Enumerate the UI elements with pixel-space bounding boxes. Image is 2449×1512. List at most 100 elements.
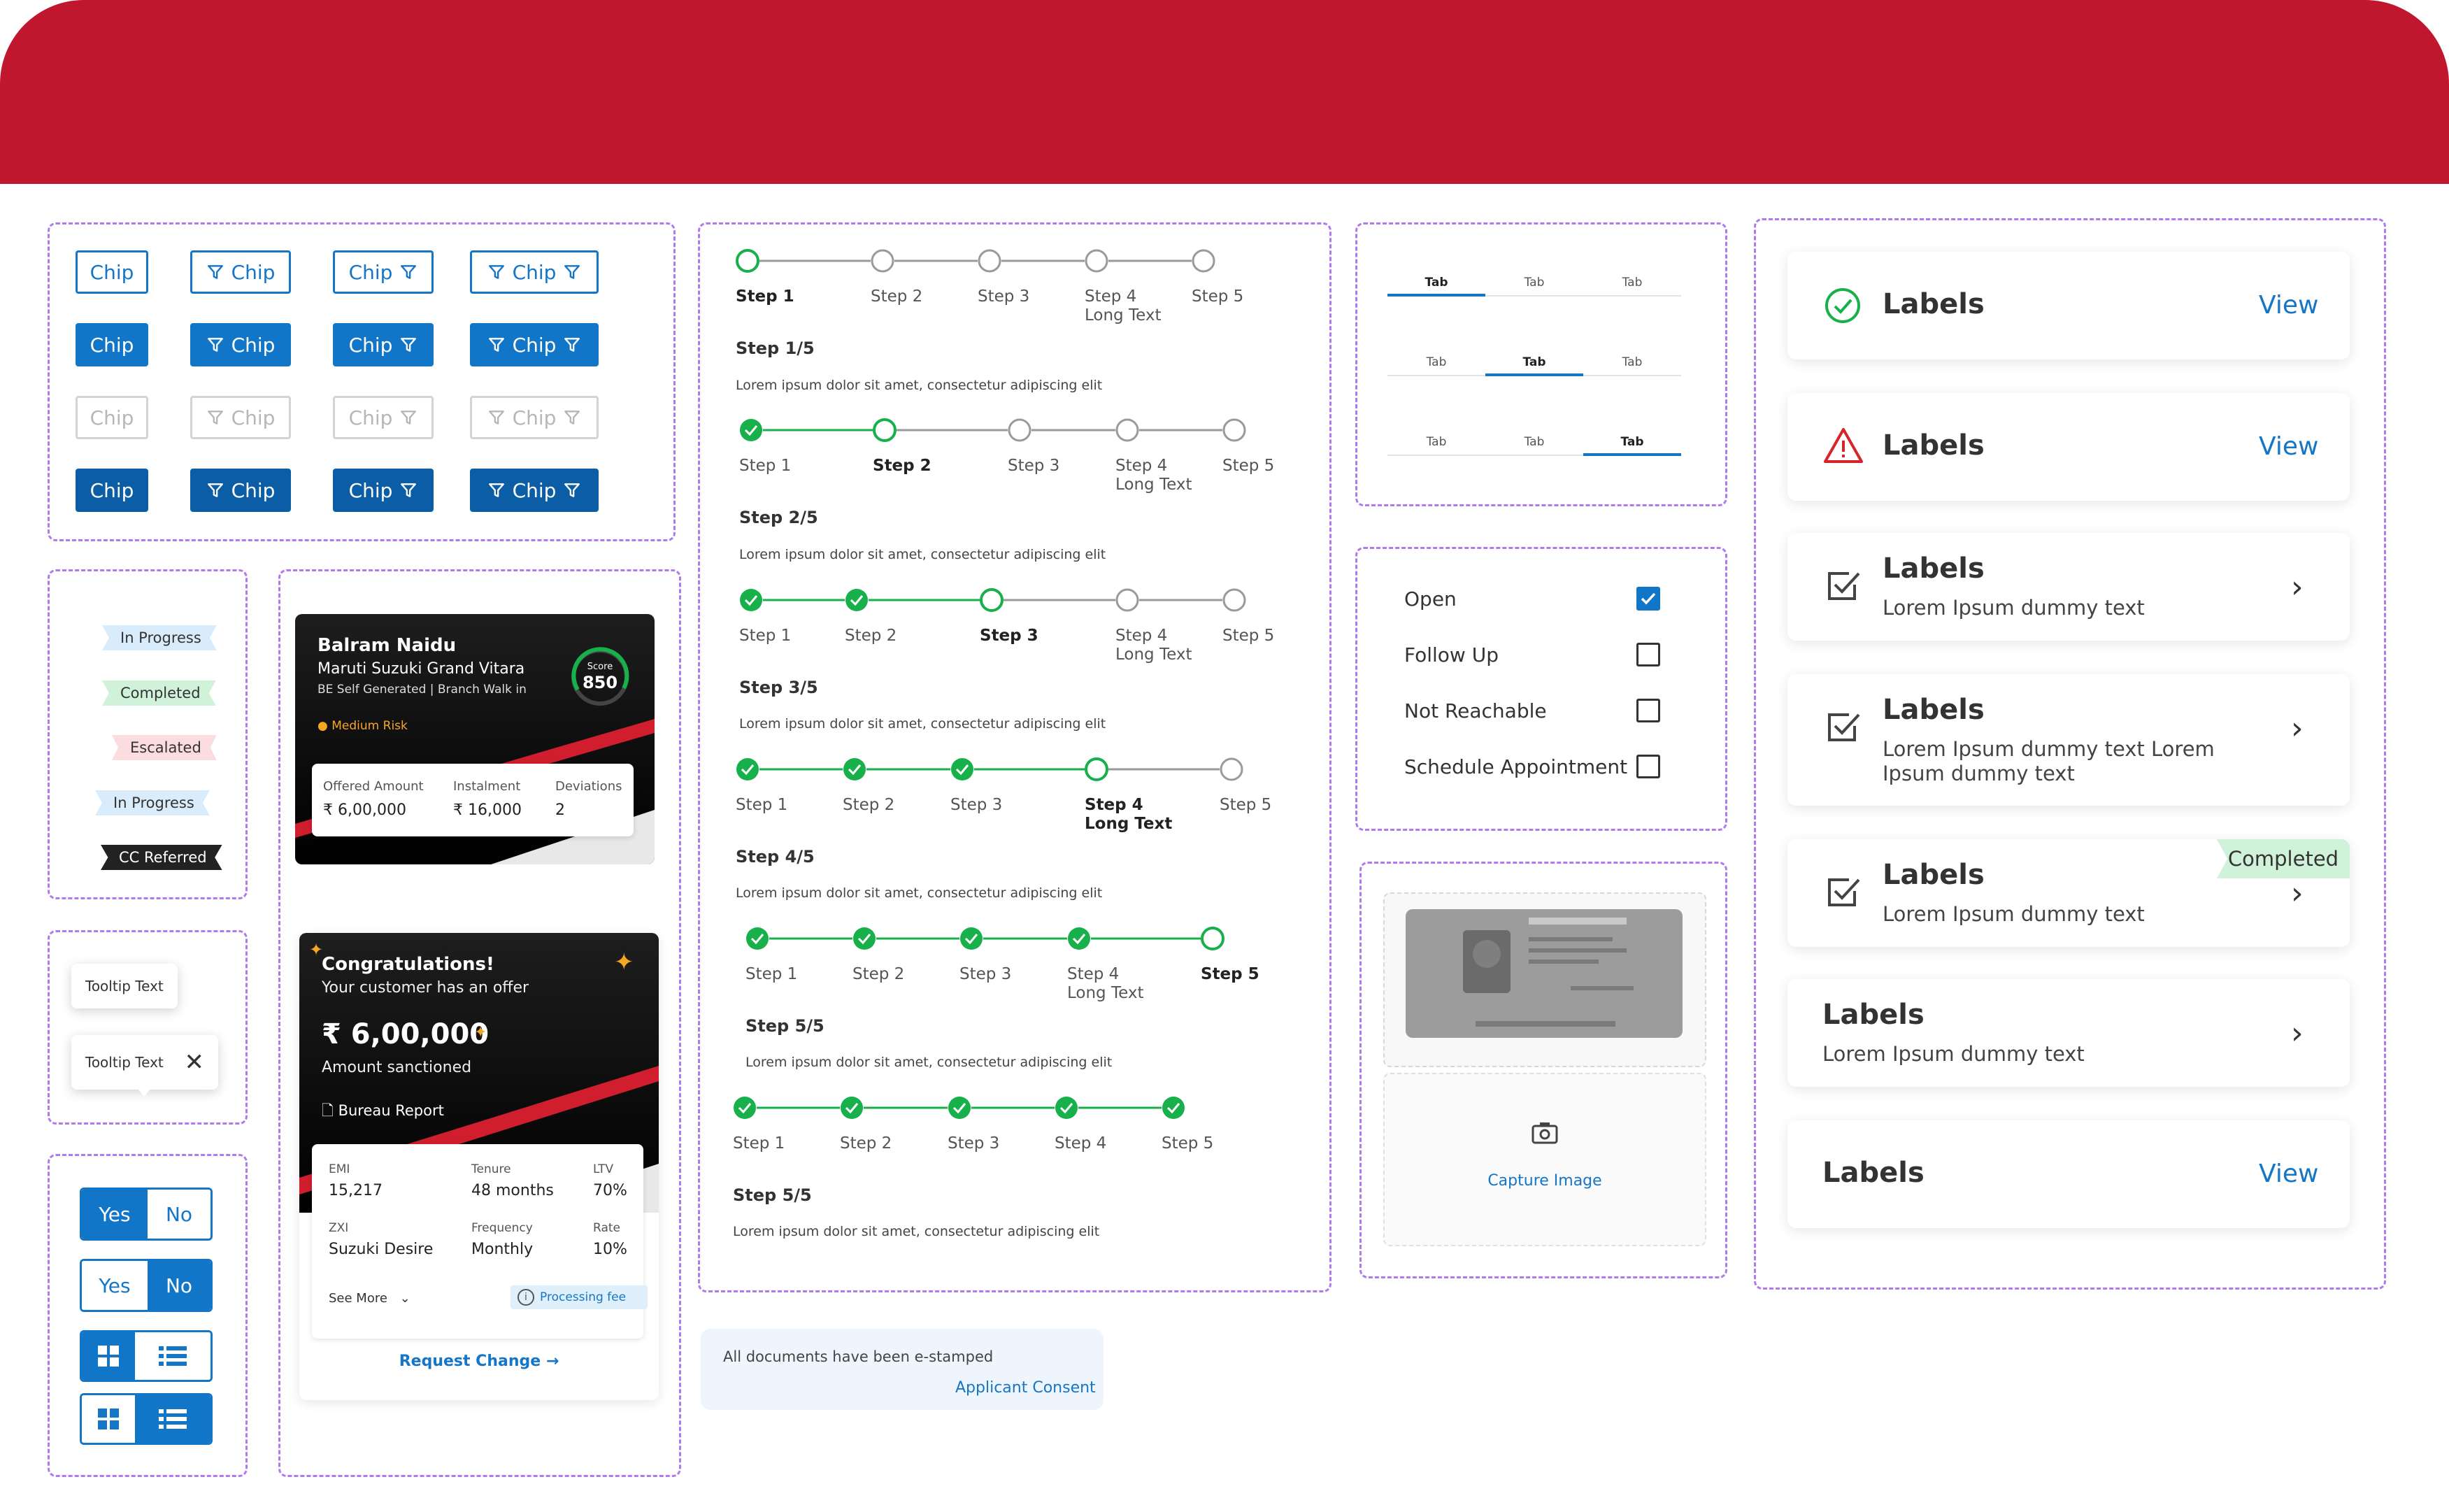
checkbox-checked-icon (1824, 873, 1863, 915)
checkbox[interactable] (1636, 699, 1660, 722)
chip-label: Chip (231, 478, 276, 502)
stepper-panel (698, 222, 1331, 1292)
chip-r2-c2[interactable]: Chip (190, 323, 291, 366)
view-link[interactable]: View (2259, 291, 2319, 320)
label-title: Labels (1822, 999, 1925, 1031)
chip-r4-c1[interactable]: Chip (76, 469, 148, 512)
filter-icon (207, 338, 223, 352)
label-card-checked[interactable]: Labels Lorem Ipsum dummy text › (1787, 533, 2350, 641)
tab-1[interactable]: Tab (1426, 355, 1447, 369)
checkmark-icon (1641, 592, 1656, 605)
tab-3[interactable]: Tab (1622, 276, 1643, 290)
chip-r1-c4[interactable]: Chip (470, 250, 599, 294)
info-icon: i (517, 1289, 534, 1306)
step-label-text: Step 1 (736, 796, 788, 814)
stepper-description: Lorem ipsum dolor sit amet, consectetur … (733, 1224, 1100, 1239)
lead-stat-value: ₹ 16,000 (453, 801, 522, 819)
label-card-plain[interactable]: Labels Lorem Ipsum dummy text › (1787, 979, 2350, 1087)
toggle-yes-option[interactable]: Yes (82, 1190, 148, 1239)
filter-icon (564, 265, 580, 279)
tab-indicator (1485, 373, 1583, 376)
filter-icon (401, 483, 417, 497)
captured-image-slot[interactable] (1383, 892, 1706, 1067)
tab-1[interactable]: Tab (1425, 276, 1448, 290)
chip-r2-c3[interactable]: Chip (333, 323, 434, 366)
grid-icon[interactable] (82, 1332, 135, 1380)
offer-detail-value: Suzuki Desire (329, 1241, 434, 1258)
chip-r1-c1[interactable]: Chip (76, 250, 148, 294)
tab-3[interactable]: Tab (1620, 435, 1644, 449)
score-gauge: Score 850 (569, 646, 631, 708)
step-label: Step 4 Long Text (1085, 287, 1162, 325)
stepper-description: Lorem ipsum dolor sit amet, consectetur … (736, 378, 1103, 393)
label-title: Labels (1883, 288, 1985, 320)
yes-no-toggle-no[interactable]: Yes No (80, 1259, 213, 1312)
toggle-no-option[interactable]: No (148, 1261, 210, 1310)
lead-card[interactable]: Balram Naidu Maruti Suzuki Grand Vitara … (295, 614, 655, 864)
label-title: Labels (1822, 1157, 1925, 1189)
step-label-text: Step 3 (978, 287, 1030, 306)
tab-2[interactable]: Tab (1524, 276, 1545, 290)
offer-detail-value: 15,217 (329, 1182, 383, 1199)
step-label-long: Long Text (1085, 815, 1173, 833)
request-change-button[interactable]: Request Change → (299, 1353, 659, 1370)
label-subtitle: Lorem Ipsum dummy text (1883, 596, 2145, 620)
step-label-long: Long Text (1115, 646, 1192, 664)
toggle-no-option[interactable]: No (148, 1190, 210, 1239)
chip-r1-c2[interactable]: Chip (190, 250, 291, 294)
view-link[interactable]: View (2259, 432, 2319, 461)
label-title: Labels (1883, 552, 1985, 585)
grid-icon[interactable] (82, 1395, 135, 1443)
toggle-yes-option[interactable]: Yes (82, 1261, 148, 1310)
chip-r2-c1[interactable]: Chip (76, 323, 148, 366)
label-subtitle: Lorem Ipsum dummy text (1883, 902, 2145, 926)
yes-no-toggle-yes[interactable]: Yes No (80, 1188, 213, 1241)
chip-label: Chip (348, 478, 393, 502)
chip-r4-c3[interactable]: Chip (333, 469, 434, 512)
view-link[interactable]: View (2259, 1160, 2319, 1188)
tab-1[interactable]: Tab (1426, 435, 1447, 449)
chip-r2-c4[interactable]: Chip (470, 323, 599, 366)
chip-r4-c4[interactable]: Chip (470, 469, 599, 512)
chevron-right-icon[interactable]: › (2291, 876, 2304, 911)
tab-2[interactable]: Tab (1524, 435, 1545, 449)
step-label-text: Step 4 (1115, 627, 1168, 645)
label-card-completed[interactable]: Labels Lorem Ipsum dummy text › Complete… (1787, 839, 2350, 947)
tab-3[interactable]: Tab (1622, 355, 1643, 369)
chevron-right-icon[interactable]: › (2291, 569, 2304, 605)
step-label-text: Step 3 (959, 965, 1012, 983)
applicant-consent-link[interactable]: Applicant Consent (955, 1379, 1096, 1397)
step-label-long: Long Text (1115, 476, 1192, 494)
processing-fee-badge[interactable]: i Processing fee (510, 1285, 648, 1309)
see-more-button[interactable]: See More ⌄ (329, 1291, 410, 1306)
view-toggle-grid[interactable] (80, 1330, 213, 1382)
label-card-success[interactable]: Labels View (1787, 252, 2350, 359)
chip-r1-c3[interactable]: Chip (333, 250, 434, 294)
offer-title: Congratulations! (322, 954, 494, 975)
checkbox[interactable] (1636, 643, 1660, 666)
chip-r3-c1: Chip (76, 396, 148, 439)
bureau-report-link[interactable]: 🗋 Bureau Report (322, 1101, 444, 1125)
tab-2[interactable]: Tab (1522, 355, 1546, 369)
label-card-warning[interactable]: Labels View (1787, 393, 2350, 501)
label-card-view[interactable]: Labels View (1787, 1120, 2350, 1228)
stepper-title: Step 3/5 (739, 678, 818, 697)
stepper-description: Lorem ipsum dolor sit amet, consectetur … (736, 885, 1103, 901)
chevron-right-icon[interactable]: › (2291, 1015, 2304, 1051)
checklist-label: Follow Up (1404, 643, 1499, 666)
completed-badge: Completed (2217, 839, 2350, 878)
close-icon[interactable]: ✕ (184, 1048, 205, 1076)
checklist-panel (1355, 547, 1727, 831)
view-toggle-list[interactable] (80, 1393, 213, 1445)
step-label: Step 5 (1220, 796, 1271, 815)
capture-image-button[interactable]: Capture Image (1383, 1073, 1706, 1246)
checkbox[interactable] (1636, 755, 1660, 778)
checkbox-checked[interactable] (1636, 587, 1660, 611)
chevron-right-icon[interactable]: › (2291, 711, 2304, 746)
list-icon[interactable] (135, 1395, 210, 1443)
label-card-long[interactable]: Labels Lorem Ipsum dummy text Lorem Ipsu… (1787, 674, 2350, 806)
list-icon[interactable] (135, 1332, 210, 1380)
chip-label: Chip (512, 260, 557, 284)
chip-label: Chip (512, 406, 557, 429)
chip-r4-c2[interactable]: Chip (190, 469, 291, 512)
